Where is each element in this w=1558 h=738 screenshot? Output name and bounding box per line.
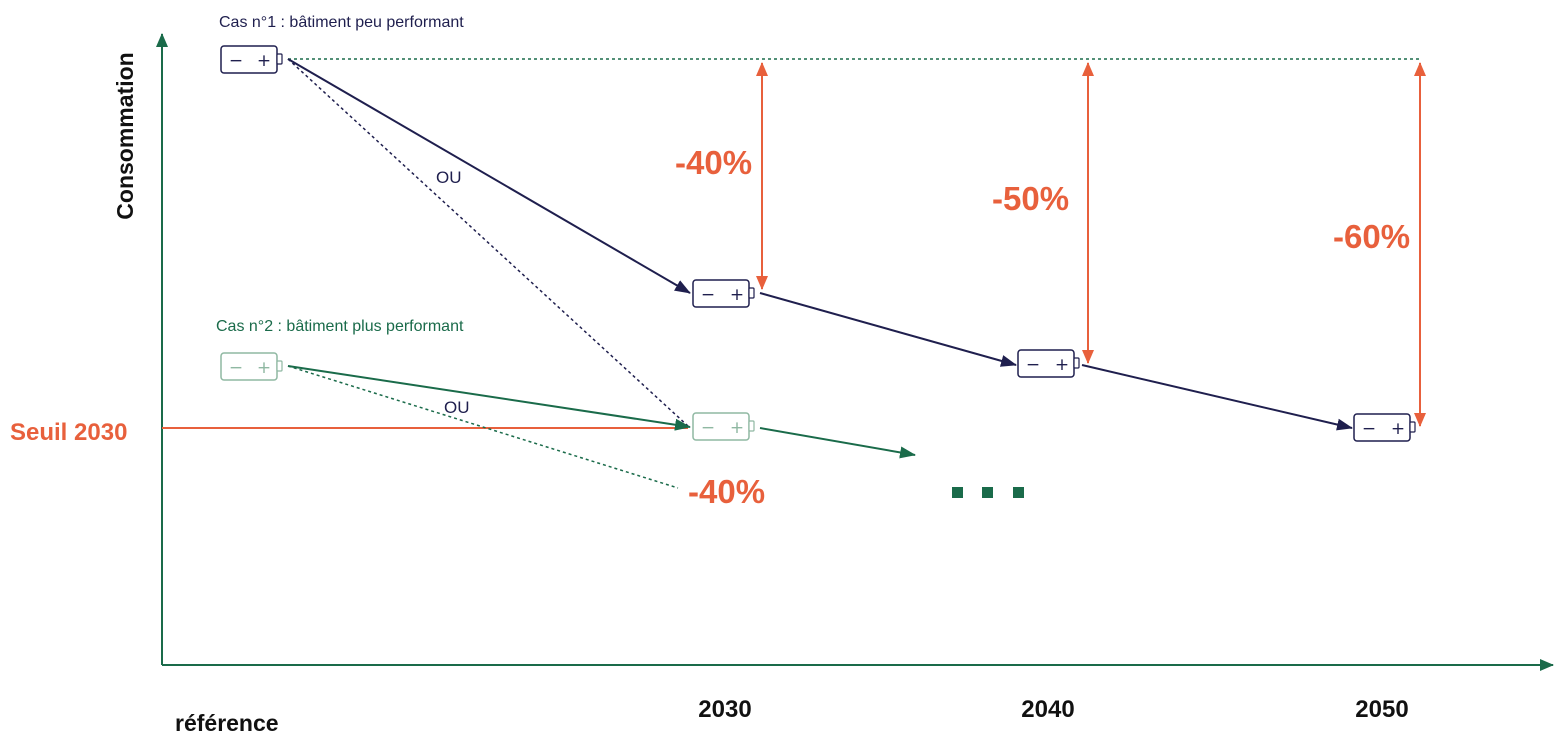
battery-icon-case1-2030: − +: [692, 279, 755, 308]
reduction-2040-label: -50%: [992, 180, 1069, 217]
continuation-dot: [1013, 487, 1024, 498]
svg-text:−: −: [229, 358, 243, 378]
x-label-2040: 2040: [1021, 696, 1074, 723]
svg-text:−: −: [1362, 419, 1376, 439]
y-axis-label: Consommation: [112, 52, 138, 219]
x-label-2030: 2030: [698, 696, 751, 723]
case2-arrow-beyond-2030: [759, 427, 916, 459]
svg-text:+: +: [257, 358, 271, 378]
svg-text:+: +: [730, 418, 744, 438]
case2-or-label: OU: [444, 398, 470, 417]
svg-text:+: +: [257, 51, 271, 71]
case2-alternative-dotted-line: [287, 365, 679, 489]
case2-arrow-to-2030: [287, 365, 691, 431]
case1-label: Cas n°1 : bâtiment peu performant: [219, 14, 464, 31]
case1-arrow-to-2050: [1081, 364, 1353, 431]
case2-label: Cas n°2 : bâtiment plus performant: [216, 318, 464, 335]
x-label-reference: référence: [175, 710, 279, 736]
battery-icon-case2-reference: − +: [220, 352, 283, 381]
case2-reduction-label: -40%: [688, 473, 765, 510]
svg-text:+: +: [1055, 355, 1069, 375]
svg-text:−: −: [229, 51, 243, 71]
case1-arrow-to-2030: [287, 58, 691, 294]
battery-icon-case1-reference: − +: [220, 45, 283, 74]
battery-icon-case2-2030: − +: [692, 412, 755, 441]
battery-icon-case1-2050: − +: [1353, 413, 1416, 442]
x-label-2050: 2050: [1355, 696, 1408, 723]
case1-or-label: OU: [436, 168, 462, 187]
threshold-2030-label: Seuil 2030: [10, 419, 127, 446]
case1-arrow-to-2040: [759, 292, 1017, 367]
svg-text:+: +: [730, 285, 744, 305]
svg-text:−: −: [701, 418, 715, 438]
case1-alternative-dotted-line: [287, 58, 689, 427]
reduction-2050-label: -60%: [1333, 218, 1410, 255]
continuation-dot: [952, 487, 963, 498]
battery-icon-case1-2040: − +: [1017, 349, 1080, 378]
svg-text:+: +: [1391, 419, 1405, 439]
svg-text:−: −: [701, 285, 715, 305]
continuation-dot: [982, 487, 993, 498]
reduction-2030-label: -40%: [675, 144, 752, 181]
svg-text:−: −: [1026, 355, 1040, 375]
